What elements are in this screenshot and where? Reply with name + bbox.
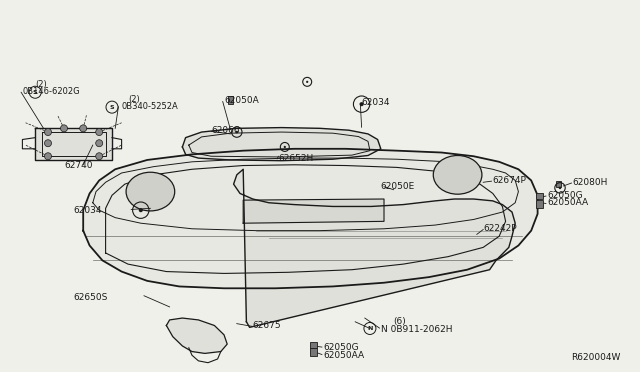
Ellipse shape [126, 172, 175, 211]
Text: 62652H: 62652H [278, 154, 314, 163]
Text: N: N [367, 326, 372, 331]
Polygon shape [182, 128, 381, 161]
Bar [310, 342, 317, 348]
Polygon shape [35, 128, 112, 160]
Polygon shape [243, 199, 384, 223]
Text: 62050G: 62050G [547, 191, 583, 200]
Polygon shape [166, 318, 227, 353]
Text: S: S [109, 105, 115, 110]
Circle shape [139, 208, 143, 212]
Text: (6): (6) [394, 317, 406, 326]
Circle shape [236, 131, 238, 134]
Circle shape [45, 129, 51, 135]
Bar [536, 193, 543, 199]
Text: (2): (2) [128, 95, 140, 104]
Text: 62066: 62066 [211, 126, 240, 135]
Polygon shape [83, 149, 538, 288]
Circle shape [96, 129, 102, 135]
Text: 62050AA: 62050AA [323, 351, 364, 360]
Text: 62034: 62034 [74, 206, 102, 215]
Text: N 0B911-2062H: N 0B911-2062H [381, 325, 452, 334]
Text: 62050A: 62050A [224, 96, 259, 105]
Ellipse shape [433, 155, 482, 194]
Circle shape [80, 125, 86, 132]
Bar [228, 96, 233, 104]
Text: 62650S: 62650S [74, 293, 108, 302]
Text: 62034: 62034 [362, 98, 390, 107]
Circle shape [45, 140, 51, 147]
Text: 62080H: 62080H [573, 178, 608, 187]
Circle shape [360, 102, 364, 106]
Polygon shape [234, 169, 515, 327]
Text: 0B340-5252A: 0B340-5252A [122, 102, 179, 110]
Circle shape [284, 146, 286, 148]
Text: 62050E: 62050E [381, 182, 415, 190]
Text: 62740: 62740 [64, 161, 93, 170]
Text: 62050AA: 62050AA [547, 198, 588, 207]
Text: (2): (2) [35, 80, 47, 89]
Text: R620004W: R620004W [572, 353, 621, 362]
Bar [310, 348, 317, 356]
Text: 0B146-6202G: 0B146-6202G [22, 87, 80, 96]
Text: 62674P: 62674P [493, 176, 527, 185]
Circle shape [45, 153, 51, 160]
Text: 62242P: 62242P [483, 224, 517, 233]
Text: 62050G: 62050G [323, 343, 359, 352]
Circle shape [96, 153, 102, 160]
Circle shape [559, 187, 561, 189]
Bar [556, 181, 561, 187]
Circle shape [61, 125, 67, 132]
Text: 62675: 62675 [253, 321, 282, 330]
Bar [536, 200, 543, 208]
Circle shape [96, 140, 102, 147]
Circle shape [306, 81, 308, 83]
Text: S: S [33, 90, 38, 95]
